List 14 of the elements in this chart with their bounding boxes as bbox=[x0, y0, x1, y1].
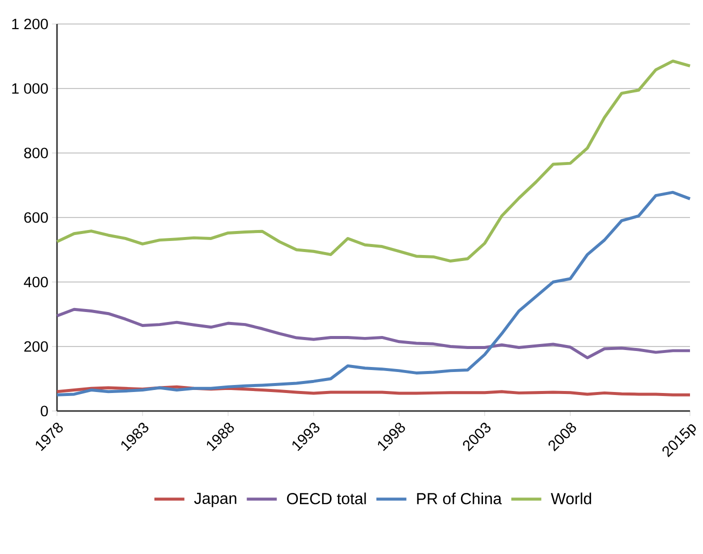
y-tick-label: 0 bbox=[40, 406, 48, 416]
legend-label: OECD total bbox=[287, 492, 366, 504]
line-series bbox=[56, 60, 692, 263]
line-series bbox=[56, 190, 692, 396]
y-tick-label: 1 200 bbox=[12, 18, 48, 30]
legend-label: World bbox=[550, 492, 592, 504]
legend-label: Japan bbox=[194, 492, 236, 508]
y-tick-label: 600 bbox=[24, 212, 48, 223]
y-tick-label: 800 bbox=[24, 148, 48, 158]
legend-label: PR of China bbox=[417, 492, 502, 504]
line-series bbox=[56, 308, 692, 360]
y-tick-label: 400 bbox=[24, 276, 48, 288]
y-tick-label: 200 bbox=[24, 341, 48, 352]
y-tick-label: 1 000 bbox=[12, 83, 48, 94]
